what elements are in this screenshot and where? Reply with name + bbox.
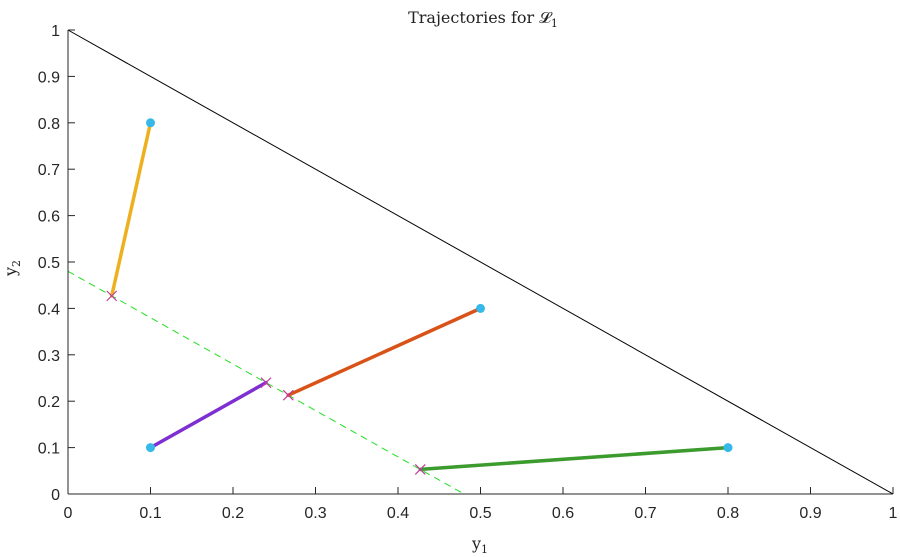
end-point-1: [282, 389, 294, 401]
reference-line-1: [67, 270, 465, 495]
trajectory-line-1: [286, 306, 483, 397]
start-point-1: [476, 303, 485, 313]
x-tick-label: 0.4: [387, 505, 409, 522]
trajectory-line-2: [148, 380, 268, 450]
y-tick-label: 0.7: [38, 162, 60, 179]
y-tick-label: 0.1: [38, 441, 60, 458]
x-tick-label: 0.7: [634, 505, 656, 522]
end-point-2: [260, 377, 272, 389]
reference-line-0: [67, 29, 894, 495]
end-point-0: [106, 290, 118, 302]
chart-title: Trajectories for 𝓛1: [408, 8, 558, 30]
trajectory-series: [109, 121, 730, 472]
trajectory-markers: [106, 118, 733, 475]
y-tick-label: 0.9: [38, 69, 60, 86]
start-point-0: [146, 118, 155, 128]
y-tick-label: 0.2: [38, 394, 60, 411]
x-axis-label: y1: [471, 534, 488, 556]
x-tick-label: 0.8: [717, 505, 739, 522]
x-tick-label: 1: [889, 505, 898, 522]
y-axis-ticks: 0 0.1 0.2 0.3 0.4 0.5 0.6 0.7 0.8 0.9 1: [38, 23, 75, 504]
x-axis-ticks: 0 0.1 0.2 0.3 0.4 0.5 0.6 0.7 0.8 0.9 1: [64, 487, 898, 522]
x-tick-label: 0.5: [469, 505, 491, 522]
y-tick-label: 0.4: [38, 301, 60, 318]
trajectory-line-0: [109, 121, 153, 298]
y-axis-label: y2: [1, 260, 23, 277]
x-tick-label: 0.2: [222, 505, 244, 522]
x-tick-label: 0.1: [139, 505, 161, 522]
y-tick-label: 1: [51, 23, 60, 40]
x-tick-label: 0: [64, 505, 73, 522]
start-point-2: [146, 443, 155, 453]
y-tick-label: 0.8: [38, 116, 60, 133]
x-tick-label: 0.6: [552, 505, 574, 522]
x-tick-label: 0.9: [799, 505, 821, 522]
reference-lines: [67, 29, 894, 495]
y-tick-label: 0.3: [38, 348, 60, 365]
y-tick-label: 0.6: [38, 209, 60, 226]
end-point-3: [414, 463, 426, 475]
start-point-3: [723, 443, 733, 453]
trajectory-line-3: [418, 445, 730, 472]
y-tick-label: 0: [51, 487, 60, 504]
y-tick-label: 0.5: [38, 255, 60, 272]
x-tick-label: 0.3: [304, 505, 326, 522]
